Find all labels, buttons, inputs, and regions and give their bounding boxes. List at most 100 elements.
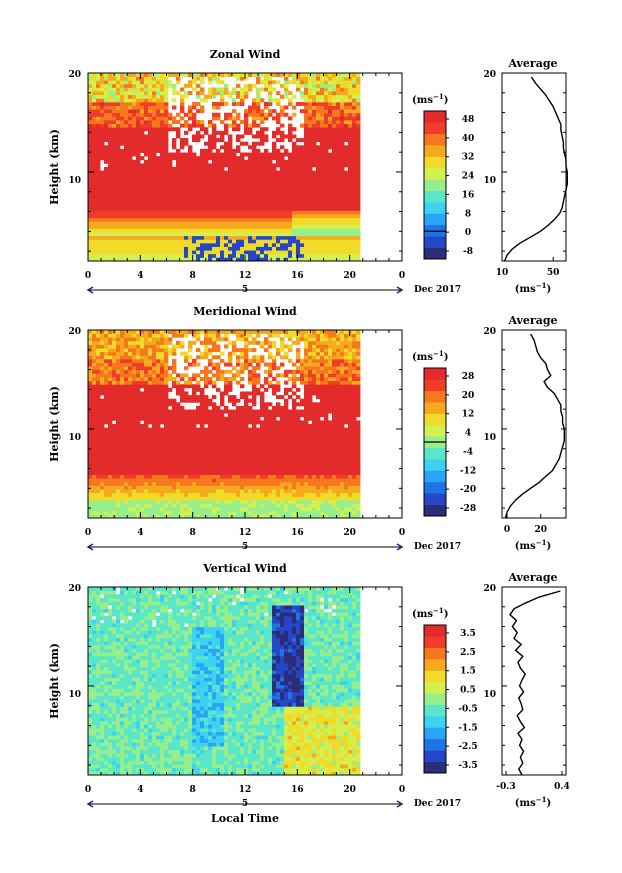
heatmap-cell xyxy=(188,127,193,132)
heatmap-cell xyxy=(120,239,125,244)
heatmap-cell xyxy=(228,112,233,117)
heatmap-cell xyxy=(244,456,249,461)
heatmap-cell xyxy=(136,442,141,447)
heatmap-cell xyxy=(184,206,189,211)
heatmap-cell xyxy=(260,445,265,450)
heatmap-cell xyxy=(176,120,181,125)
heatmap-cell xyxy=(184,224,189,229)
heatmap-cell xyxy=(144,98,149,103)
heatmap-cell xyxy=(344,127,349,132)
heatmap-cell xyxy=(156,148,161,153)
heatmap-cell xyxy=(176,507,181,512)
heatmap-cell xyxy=(336,445,341,450)
heatmap-cell xyxy=(276,127,281,132)
heatmap-cell xyxy=(192,460,197,465)
heatmap-cell xyxy=(168,210,173,215)
heatmap-cell xyxy=(336,503,341,508)
heatmap-cell xyxy=(156,159,161,164)
heatmap-cell xyxy=(128,224,133,229)
heatmap-cell xyxy=(132,123,137,128)
heatmap-cell xyxy=(136,514,141,519)
heatmap-cell xyxy=(236,246,241,251)
heatmap-cell xyxy=(340,76,345,81)
heatmap-cell xyxy=(224,130,229,135)
heatmap-cell xyxy=(136,80,141,85)
heatmap-cell xyxy=(196,181,201,186)
heatmap-cell xyxy=(144,170,149,175)
heatmap-cell xyxy=(244,177,249,182)
heatmap-cell xyxy=(120,159,125,164)
heatmap-cell xyxy=(304,174,309,179)
heatmap-cell xyxy=(92,109,97,114)
heatmap-cell xyxy=(148,134,153,139)
heatmap-cell xyxy=(220,214,225,219)
heatmap-cell xyxy=(352,485,357,490)
heatmap-cell xyxy=(92,181,97,186)
heatmap-cell xyxy=(124,463,129,468)
heatmap-cell xyxy=(200,214,205,219)
heatmap-cell xyxy=(308,91,313,96)
heatmap-cell xyxy=(132,116,137,121)
heatmap-cell xyxy=(252,188,257,193)
heatmap-cell xyxy=(352,195,357,200)
heatmap-cell xyxy=(144,467,149,472)
heatmap-cell xyxy=(104,514,109,519)
heatmap-cell xyxy=(232,177,237,182)
heatmap-cell xyxy=(308,481,313,486)
heatmap-cell xyxy=(136,239,141,244)
heatmap-cell xyxy=(356,156,361,161)
heatmap-cell xyxy=(200,471,205,476)
heatmap-cell xyxy=(104,127,109,132)
panel-title: Zonal Wind xyxy=(210,48,281,61)
heatmap-cell xyxy=(116,145,121,150)
heatmap-cell xyxy=(276,452,281,457)
heatmap-cell xyxy=(228,510,233,515)
heatmap-cell xyxy=(128,467,133,472)
heatmap-cell xyxy=(228,434,233,439)
heatmap-cell xyxy=(176,163,181,168)
heatmap-cell xyxy=(156,474,161,479)
heatmap-cell xyxy=(332,152,337,157)
heatmap-cell xyxy=(208,120,213,125)
heatmap-cell xyxy=(232,206,237,211)
heatmap-cell xyxy=(172,445,177,450)
heatmap-cell xyxy=(192,195,197,200)
heatmap-cell xyxy=(220,91,225,96)
heatmap-cell xyxy=(304,76,309,81)
heatmap-cell xyxy=(120,460,125,465)
heatmap-cell xyxy=(128,246,133,251)
heatmap-cell xyxy=(340,120,345,125)
heatmap-cell xyxy=(112,492,117,497)
heatmap-cell xyxy=(304,250,309,255)
heatmap-cell xyxy=(208,471,213,476)
heatmap-cell xyxy=(104,174,109,179)
heatmap-cell xyxy=(324,217,329,222)
heatmap-cell xyxy=(92,91,97,96)
heatmap-cell xyxy=(196,514,201,519)
heatmap-cell xyxy=(256,101,261,106)
heatmap-cell xyxy=(112,427,117,432)
heatmap-cell xyxy=(292,257,297,262)
heatmap-cell xyxy=(272,217,277,222)
heatmap-cell xyxy=(264,185,269,190)
heatmap-cell xyxy=(100,246,105,251)
heatmap-cell xyxy=(328,152,333,157)
heatmap-cell xyxy=(136,174,141,179)
heatmap-cell xyxy=(164,228,169,233)
heatmap-cell xyxy=(128,203,133,208)
heatmap-cell xyxy=(212,101,217,106)
heatmap-cell xyxy=(152,496,157,501)
heatmap-cell xyxy=(240,434,245,439)
heatmap-cell xyxy=(204,141,209,146)
heatmap-cell xyxy=(332,101,337,106)
heatmap-cell xyxy=(116,174,121,179)
heatmap-cell xyxy=(344,253,349,258)
heatmap-cell xyxy=(356,112,361,117)
heatmap-cell xyxy=(212,471,217,476)
heatmap-cell xyxy=(116,134,121,139)
heatmap-cell xyxy=(284,485,289,490)
heatmap-cell xyxy=(284,105,289,110)
heatmap-cell xyxy=(228,177,233,182)
heatmap-cell xyxy=(288,250,293,255)
x-tick-label: 4 xyxy=(137,271,143,281)
